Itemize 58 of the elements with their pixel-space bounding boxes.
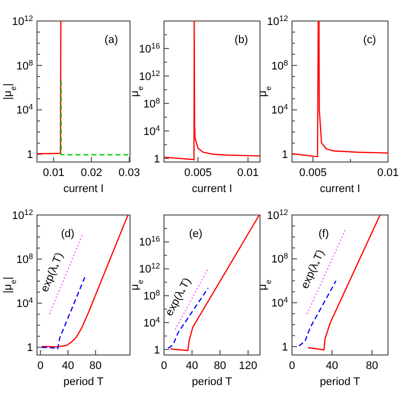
x-axis-title: current I (192, 183, 232, 195)
annotation: (a) (104, 34, 118, 46)
annotation: (c) (363, 34, 376, 46)
y-tick-label: 1 (282, 149, 288, 162)
x-tick-label: 0 (160, 360, 168, 372)
x-axis-title: period T (192, 376, 232, 388)
y-tick-label: 10$^{16}$ (138, 40, 161, 56)
y-tick-label: 10$^{8}$ (143, 288, 161, 303)
y-tick-label: 10$^{12}$ (266, 207, 288, 222)
y-tick-label: 10$^{12}$ (266, 13, 288, 28)
x-tick-label: 120 (238, 360, 258, 372)
y-tick-label: 1 (26, 149, 33, 162)
x-tick-label: 40 (62, 360, 74, 372)
y-tick-label: 10$^{8}$ (143, 96, 161, 110)
y-tick-label: 10$^{4}$ (271, 102, 289, 117)
y-tick-label: 1 (154, 153, 160, 166)
annotation: (d) (60, 228, 74, 240)
x-axis-title: current I (63, 183, 104, 195)
y-tick-label: 10$^{4}$ (143, 123, 161, 138)
y-tick-label: 10$^{8}$ (271, 251, 289, 266)
x-tick-label: 80 (214, 360, 226, 372)
x-tick-label: 0.02 (80, 167, 102, 179)
x-axis-title: period T (63, 376, 104, 388)
annotation: (b) (234, 34, 248, 46)
x-tick-label: 0.03 (118, 167, 140, 179)
x-tick-label: 0 (288, 360, 296, 372)
line-series (41, 215, 129, 348)
y-tick-label: 10$^{12}$ (138, 68, 160, 83)
y-tick-label: 10$^{16}$ (138, 234, 161, 249)
x-tick-label: 0 (37, 360, 44, 372)
y-tick-label: 10$^{12}$ (12, 207, 33, 222)
annotation: (e) (188, 228, 202, 240)
x-tick-label: 0.01 (377, 167, 399, 179)
x-tick-label: 0.01 (237, 167, 259, 179)
x-tick-label: 80 (89, 360, 102, 372)
x-tick-label: 0.005 (184, 167, 212, 179)
y-tick-label: 10$^{4}$ (271, 295, 289, 310)
y-tick-label: 10$^{12}$ (12, 13, 33, 28)
y-tick-label: 10$^{4}$ (16, 102, 34, 117)
x-tick-label: 0.01 (42, 167, 64, 179)
y-tick-label: 10$^{8}$ (16, 251, 34, 266)
x-tick-label: 0.005 (299, 167, 327, 179)
y-tick-label: 10$^{8}$ (16, 58, 34, 72)
y-tick-label: 10$^{12}$ (138, 261, 160, 276)
annotation: (f) (318, 228, 329, 240)
x-axis-title: period T (320, 376, 360, 388)
y-tick-label: 10$^{4}$ (16, 296, 34, 310)
y-tick-label: 10$^{8}$ (271, 58, 289, 72)
line-series (164, 21, 260, 161)
x-tick-label: 40 (186, 360, 198, 372)
x-tick-label: 40 (326, 360, 338, 372)
y-tick-label: 1 (26, 342, 33, 354)
y-tick-label: 1 (154, 344, 160, 356)
x-tick-label: 80 (366, 360, 378, 372)
y-tick-label: 1 (282, 341, 288, 354)
line-series (292, 21, 388, 158)
x-axis-title: current I (320, 183, 360, 195)
y-tick-label: 10$^{4}$ (143, 314, 161, 330)
